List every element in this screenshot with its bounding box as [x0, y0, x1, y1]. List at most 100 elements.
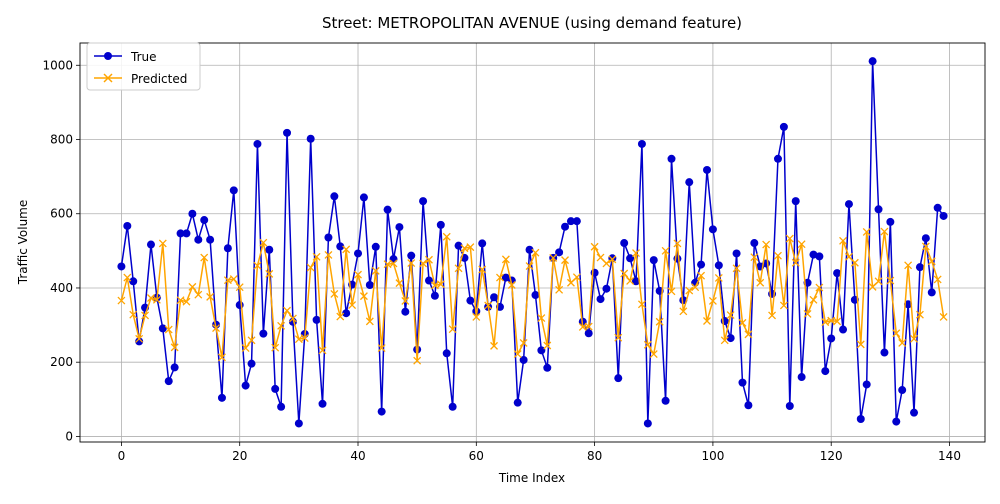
- predicted-point: [850, 258, 859, 267]
- predicted-point: [413, 356, 422, 365]
- predicted-point: [223, 276, 232, 285]
- predicted-point: [235, 283, 244, 292]
- predicted-point: [419, 259, 428, 268]
- true-point: [685, 178, 694, 187]
- true-point: [791, 197, 800, 206]
- true-point: [649, 256, 658, 265]
- predicted-point: [691, 283, 700, 292]
- true-point: [839, 325, 848, 334]
- predicted-point: [472, 312, 481, 321]
- true-point: [602, 284, 611, 293]
- predicted-point: [732, 264, 741, 273]
- x-tick-label: 140: [938, 449, 961, 463]
- predicted-point: [212, 324, 221, 333]
- true-point: [436, 220, 445, 229]
- predicted-point: [395, 279, 404, 288]
- x-tick-label: 60: [469, 449, 484, 463]
- true-point: [708, 225, 717, 234]
- true-point: [490, 293, 499, 302]
- predicted-point: [620, 269, 629, 278]
- predicted-point: [117, 296, 126, 305]
- true-point: [283, 128, 292, 137]
- predicted-point: [661, 246, 670, 255]
- predicted-point: [371, 266, 380, 275]
- true-point: [164, 377, 173, 386]
- predicted-point: [158, 239, 167, 248]
- predicted-point: [265, 269, 274, 278]
- predicted-point: [147, 294, 155, 302]
- true-point: [223, 244, 232, 253]
- true-point: [596, 295, 605, 304]
- predicted-point: [490, 341, 499, 350]
- predicted-point: [425, 255, 433, 264]
- true-point: [247, 359, 256, 368]
- true-point: [135, 337, 144, 346]
- predicted-point: [561, 256, 569, 265]
- predicted-point: [454, 264, 463, 273]
- true-point: [324, 233, 333, 242]
- predicted-point: [543, 341, 552, 350]
- true-point: [342, 309, 351, 318]
- predicted-point: [880, 227, 889, 236]
- true-point: [921, 234, 930, 243]
- predicted-point: [478, 265, 487, 274]
- x-tick-label: 40: [350, 449, 365, 463]
- true-point: [750, 239, 759, 248]
- true-point: [898, 386, 907, 395]
- true-point: [513, 398, 522, 407]
- predicted-point: [833, 317, 842, 326]
- predicted-point: [720, 336, 729, 345]
- predicted-point: [774, 251, 782, 260]
- true-point: [815, 252, 824, 261]
- true-point: [377, 407, 386, 416]
- true-point: [117, 262, 126, 271]
- predicted-point: [129, 310, 138, 319]
- predicted-point: [194, 290, 203, 299]
- predicted-point: [229, 275, 238, 284]
- predicted-point: [247, 336, 256, 345]
- true-point: [395, 223, 404, 232]
- predicted-point: [797, 240, 806, 249]
- true-point: [726, 334, 735, 343]
- x-axis-label: Time Index: [498, 471, 565, 485]
- predicted-point: [318, 346, 327, 355]
- true-point: [626, 254, 635, 263]
- true-point: [939, 211, 948, 220]
- predicted-point: [708, 296, 717, 305]
- predicted-point: [572, 273, 581, 282]
- true-point: [430, 291, 439, 300]
- predicted-point: [241, 344, 250, 353]
- true-point: [241, 381, 250, 390]
- true-point: [354, 249, 363, 258]
- true-point: [229, 186, 238, 195]
- predicted-point: [608, 255, 617, 264]
- true-point: [637, 139, 646, 148]
- y-tick-label: 200: [50, 355, 73, 369]
- true-point: [318, 399, 327, 408]
- predicted-point: [756, 278, 765, 287]
- true-point: [359, 193, 368, 202]
- predicted-point: [164, 325, 173, 334]
- predicted-point: [513, 350, 522, 358]
- predicted-point: [939, 312, 948, 321]
- y-tick-label: 0: [65, 429, 73, 443]
- true-point: [265, 245, 274, 254]
- x-tick-label: 100: [701, 449, 724, 463]
- predicted-point: [614, 333, 623, 342]
- series-predicted: [117, 227, 948, 365]
- predicted-point: [324, 250, 333, 259]
- plot-frame: [79, 42, 986, 443]
- predicted-point: [259, 238, 268, 247]
- predicted-point: [643, 340, 652, 349]
- true-point: [123, 221, 132, 230]
- predicted-point: [484, 301, 493, 310]
- predicted-point: [762, 240, 771, 249]
- predicted-point: [596, 253, 605, 262]
- predicted-point: [768, 311, 777, 320]
- y-tick-label: 1000: [42, 58, 73, 72]
- true-point: [182, 229, 191, 238]
- predicted-point: [200, 253, 209, 262]
- true-point: [566, 217, 575, 226]
- predicted-point: [336, 312, 345, 321]
- predicted-point: [904, 261, 913, 270]
